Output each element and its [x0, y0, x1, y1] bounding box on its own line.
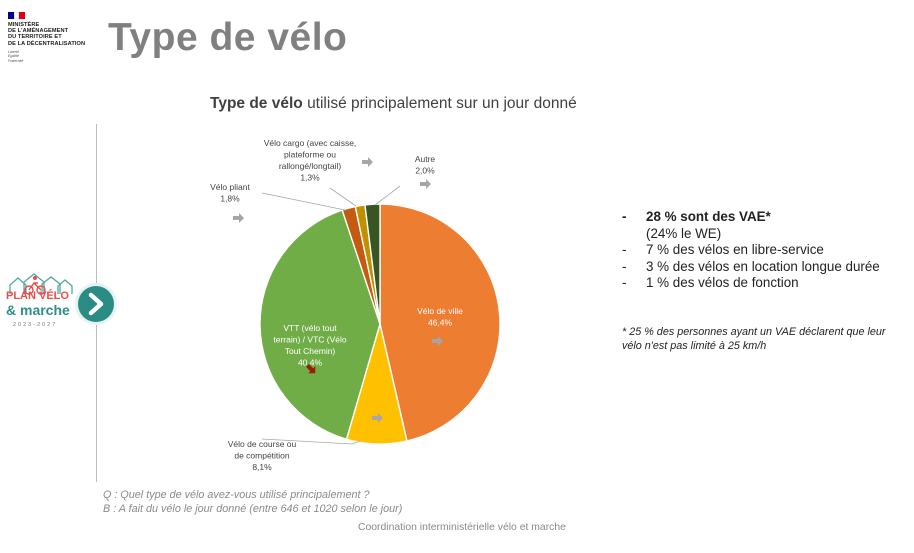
slice-name-line: plateforme ou — [284, 150, 336, 160]
survey-question: Q : Quel type de vélo avez-vous utilisé … — [103, 488, 402, 516]
slice-value-label: 46,4% — [428, 318, 453, 328]
trend-stable-arrow-icon — [420, 179, 431, 189]
chart-title-bold: Type de vélo — [210, 95, 303, 112]
chevron-right-icon — [88, 292, 104, 316]
key-figures-list: - 28 % sont des VAE* (24% le WE) - 7 % d… — [622, 209, 882, 292]
pie-slice-velo-de-ville — [379, 203, 501, 442]
plan-years-text: 2023-2027 — [13, 322, 58, 328]
list-item: - 3 % des vélos en location longue durée — [622, 259, 882, 276]
list-item-sub: (24% le WE) — [622, 226, 882, 243]
trend-stable-arrow-icon — [233, 213, 244, 223]
slice-name-line: VTT (vélo tout — [283, 323, 337, 333]
motto-line: Liberté — [8, 49, 19, 54]
ministry-logo: MINISTÈRE DE L'AMÉNAGEMENT DU TERRITOIRE… — [8, 12, 100, 63]
ministry-name-line: DE L'AMÉNAGEMENT — [8, 28, 69, 35]
bullet-dash: - — [622, 242, 627, 258]
leader-line — [261, 192, 346, 211]
slice-value-label: 2,0% — [415, 166, 435, 176]
chart-title: Type de vélo utilisé principalement sur … — [210, 95, 577, 113]
list-item: - 1 % des vélos de fonction — [622, 275, 882, 292]
trend-down-arrow-icon — [306, 364, 316, 374]
list-item: - 7 % des vélos en libre-service — [622, 242, 882, 259]
ministry-name-line: MINISTÈRE — [8, 22, 40, 28]
list-item-subtext: (24% le WE) — [646, 225, 722, 241]
plan-velo-logo: PLAN VÉLO & marche 2023-2027 — [4, 272, 78, 334]
ministry-name-line: DU TERRITOIRE ET — [8, 34, 62, 41]
french-flag-icon — [8, 12, 26, 19]
ministry-name-line: DE LA DÉCENTRALISATION — [8, 40, 86, 47]
slice-name-line: rallongé/longtail) — [279, 161, 342, 171]
next-slide-button[interactable] — [78, 286, 114, 322]
list-item-text: 1 % des vélos de fonction — [646, 275, 799, 291]
list-item: - 28 % sont des VAE* — [622, 209, 882, 226]
question-text: Q : Quel type de vélo avez-vous utilisé … — [103, 489, 370, 501]
motto: Liberté Égalité Fraternité — [8, 50, 100, 63]
slice-name-line: Vélo de course ou — [228, 439, 297, 449]
bullet-dash: - — [622, 275, 627, 291]
slice-label-vtt-velo-tout-terrain-vtc-velo-tout-chemin: VTT (vélo tout terrain) / VTC (Vélo Tout C… — [273, 323, 346, 368]
footnote: * 25 % des personnes ayant un VAE déclar… — [622, 326, 886, 352]
slice-name-line: Autre — [415, 154, 436, 164]
slice-name-line: de compétition — [234, 451, 290, 461]
slice-label-velo-de-ville: Vélo de ville 46,4% — [417, 306, 463, 328]
trend-stable-arrow-icon — [362, 157, 373, 167]
slice-value-label: 1,8% — [220, 194, 240, 204]
trend-stable-arrow-icon — [372, 413, 383, 423]
pie-slice-autre — [364, 203, 381, 325]
slice-name-line: Vélo de ville — [417, 306, 463, 316]
slice-name-line: Vélo cargo (avec caisse, — [264, 138, 357, 148]
slice-label-autre: Autre 2,0% — [415, 154, 436, 176]
leader-line — [374, 185, 401, 206]
motto-line: Fraternité — [8, 58, 24, 63]
chart-title-rest: utilisé principalement sur un jour donné — [307, 95, 577, 112]
list-item-text: 7 % des vélos en libre-service — [646, 242, 824, 258]
leader-line — [329, 187, 357, 207]
slice-value-label: 8,1% — [252, 462, 272, 472]
list-item-text: 28 % sont des VAE* — [646, 209, 771, 224]
slice-name-line: terrain) / VTC (Vélo — [273, 335, 346, 345]
slice-label-velo-cargo-avec-caisse-plateforme-ou-rallonge-longtail: Vélo cargo (avec caisse, plateforme ou ral… — [264, 138, 357, 183]
bullet-dash: - — [622, 209, 627, 224]
slice-value-label: 1,3% — [300, 173, 320, 183]
slice-label-velo-pliant: Vélo pliant 1,8% — [210, 182, 250, 204]
page-title: Type de vélo — [108, 16, 348, 59]
plan-velo-text: PLAN VÉLO — [6, 290, 69, 302]
slice-value-label: 40,4% — [298, 358, 323, 368]
slice-label-velo-de-course-ou-de-competition: Vélo de course ou de compétition 8,1% — [228, 439, 297, 472]
houses-bike-icon — [9, 273, 73, 295]
footer-text: Coordination interministérielle vélo et … — [358, 522, 566, 533]
leader-line — [261, 438, 361, 445]
bullet-dash: - — [622, 258, 627, 274]
list-item-text: 3 % des vélos en location longue durée — [646, 258, 880, 274]
slice-name-line: Tout Chemin) — [285, 346, 336, 356]
pie-slice-vtt-velo-tout-terrain-vtc-velo-tout-chemin — [259, 209, 381, 441]
base-text: B : A fait du vélo le jour donné (entre … — [103, 503, 403, 515]
slice-name-line: Vélo pliant — [210, 182, 250, 192]
trend-stable-arrow-icon — [432, 336, 443, 346]
motto-line: Égalité — [8, 54, 19, 59]
plan-marche-text: & marche — [6, 302, 70, 318]
